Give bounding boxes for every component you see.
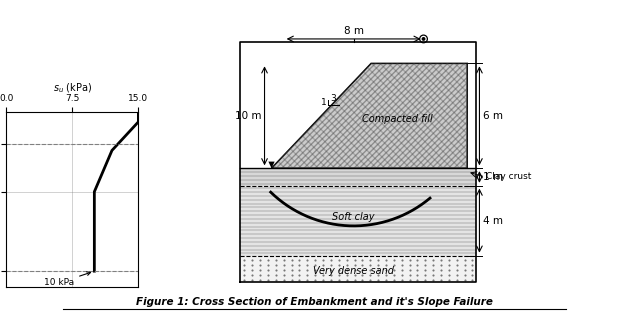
- Bar: [240, 256, 476, 282]
- Text: Soft clay: Soft clay: [332, 212, 375, 222]
- Text: Very dense sand: Very dense sand: [313, 266, 394, 276]
- Text: Clay crust: Clay crust: [486, 173, 531, 182]
- Circle shape: [422, 38, 425, 40]
- Text: 3: 3: [331, 94, 337, 103]
- Text: 6 m: 6 m: [483, 111, 503, 121]
- Text: 10 kPa: 10 kPa: [44, 272, 91, 287]
- X-axis label: $s_u$ (kPa): $s_u$ (kPa): [53, 81, 92, 95]
- Polygon shape: [269, 162, 275, 168]
- Bar: [240, 186, 476, 256]
- Text: 1: 1: [320, 98, 326, 107]
- Text: Figure 1: Cross Section of Embankment and it's Slope Failure: Figure 1: Cross Section of Embankment an…: [136, 297, 493, 307]
- Text: 10 m: 10 m: [235, 111, 262, 121]
- Polygon shape: [272, 63, 467, 168]
- Text: 4 m: 4 m: [483, 216, 503, 226]
- Text: 8 m: 8 m: [343, 26, 364, 36]
- Text: Compacted fill: Compacted fill: [362, 114, 433, 124]
- Bar: [240, 168, 476, 186]
- Text: 1 m: 1 m: [483, 172, 503, 182]
